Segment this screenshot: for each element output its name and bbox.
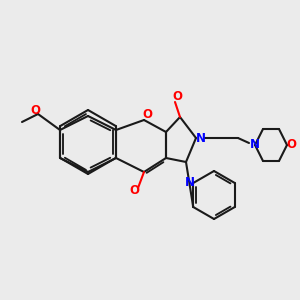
Text: N: N	[185, 176, 195, 188]
Text: N: N	[250, 139, 260, 152]
Text: O: O	[142, 109, 152, 122]
Text: N: N	[196, 131, 206, 145]
Text: O: O	[286, 139, 296, 152]
Text: O: O	[129, 184, 139, 197]
Text: O: O	[30, 103, 40, 116]
Text: O: O	[172, 91, 182, 103]
